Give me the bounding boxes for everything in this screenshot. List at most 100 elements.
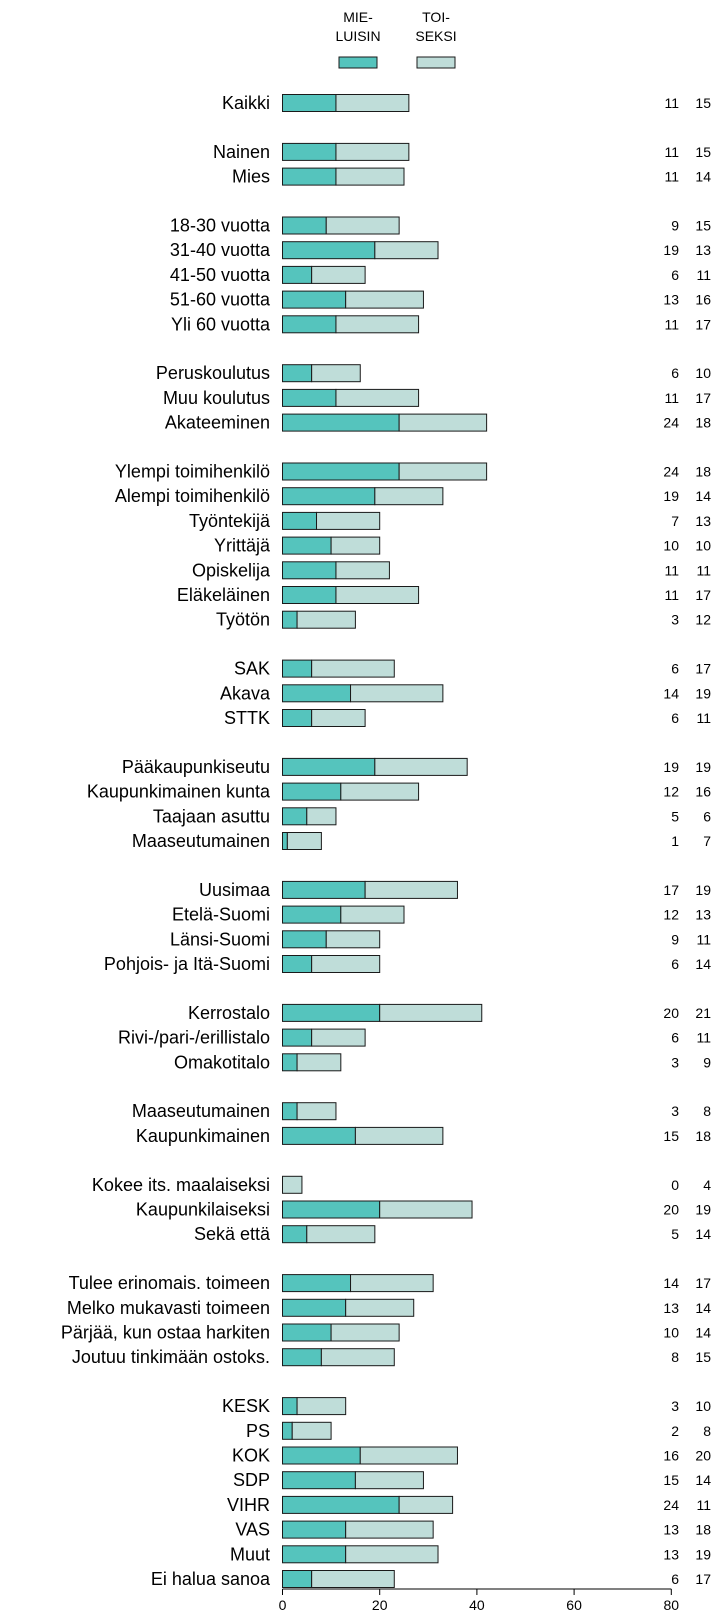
- bar-toiseksi: [335, 142, 410, 161]
- bar-toiseksi: [311, 659, 395, 678]
- x-tick-label: 80: [664, 1597, 680, 1613]
- value-mieluisin: 8: [671, 1349, 679, 1365]
- value-toiseksi: 8: [703, 1103, 711, 1119]
- value-mieluisin: 12: [663, 784, 679, 800]
- bar-mieluisin: [282, 265, 313, 284]
- bar-mieluisin: [282, 536, 332, 555]
- value-mieluisin: 6: [671, 365, 679, 381]
- bar-mieluisin: [282, 1028, 313, 1047]
- bar-mieluisin: [282, 1298, 347, 1317]
- bar-mieluisin: [282, 1126, 356, 1145]
- bar-mieluisin: [282, 782, 342, 801]
- value-toiseksi: 10: [695, 365, 711, 381]
- bar-row: Pärjää, kun ostaa harkiten 10 14: [61, 1323, 711, 1343]
- category-label: Ei halua sanoa: [151, 1569, 271, 1589]
- bar-row: 31-40 vuotta 19 13: [170, 240, 711, 260]
- category-label: Peruskoulutus: [156, 363, 270, 383]
- bar-row: Tulee erinomais. toimeen 14 17: [69, 1273, 712, 1293]
- category-label: Kokee its. maalaiseksi: [92, 1175, 270, 1195]
- value-mieluisin: 10: [663, 1325, 679, 1341]
- value-mieluisin: 17: [663, 882, 679, 898]
- bar-mieluisin: [282, 1053, 298, 1072]
- bar-row: VAS 13 18: [235, 1520, 711, 1540]
- value-mieluisin: 1: [671, 833, 679, 849]
- value-mieluisin: 19: [663, 242, 679, 258]
- bar-row: 41-50 vuotta 6 11: [170, 265, 711, 285]
- value-mieluisin: 6: [671, 1571, 679, 1587]
- category-label: Kaupunkimainen kunta: [87, 782, 271, 802]
- bar-mieluisin: [282, 1495, 400, 1514]
- bar-row: Rivi-/pari-/erillistalo 6 11: [118, 1028, 711, 1048]
- bar-row: Eläkeläinen 11 17: [177, 585, 711, 605]
- category-label: Mies: [232, 167, 270, 187]
- value-toiseksi: 11: [696, 710, 711, 726]
- bar-row: Muu koulutus 11 17: [163, 388, 711, 408]
- value-toiseksi: 20: [695, 1448, 711, 1464]
- bar-mieluisin: [282, 905, 342, 924]
- bar-row: Joutuu tinkimään ostoks. 8 15: [72, 1347, 711, 1367]
- bar-mieluisin: [282, 364, 313, 383]
- bar-toiseksi: [296, 1102, 337, 1121]
- bar-mieluisin: [282, 1446, 361, 1465]
- bar-row: STTK 6 11: [224, 708, 711, 728]
- value-mieluisin: 15: [663, 1472, 679, 1488]
- value-mieluisin: 11: [664, 562, 679, 578]
- bar-mieluisin: [282, 930, 327, 949]
- value-mieluisin: 13: [663, 1300, 679, 1316]
- value-mieluisin: 14: [663, 685, 679, 701]
- bar-toiseksi: [335, 167, 405, 186]
- value-toiseksi: 14: [695, 169, 711, 185]
- bar-row: Etelä-Suomi 12 13: [172, 905, 711, 925]
- bar-mieluisin: [282, 561, 337, 580]
- bar-mieluisin: [282, 487, 376, 506]
- value-mieluisin: 13: [663, 1546, 679, 1562]
- bar-row: Akava 14 19: [220, 683, 711, 703]
- bar-toiseksi: [282, 1175, 303, 1194]
- bar-toiseksi: [311, 1570, 395, 1588]
- x-tick-label: 20: [372, 1597, 388, 1613]
- value-mieluisin: 15: [663, 1128, 679, 1144]
- bar-row: Kaupunkimainen 15 18: [136, 1126, 711, 1146]
- category-label: Alempi toimihenkilö: [115, 486, 270, 506]
- category-label: Eläkeläinen: [177, 585, 270, 605]
- bar-row: Omakotitalo 3 9: [174, 1052, 711, 1072]
- bar-mieluisin: [282, 1274, 352, 1293]
- value-toiseksi: 10: [695, 1398, 711, 1414]
- value-mieluisin: 9: [671, 931, 679, 947]
- category-label: Ylempi toimihenkilö: [115, 462, 270, 482]
- value-mieluisin: 11: [664, 169, 679, 185]
- bar-mieluisin: [282, 1471, 356, 1490]
- bar-toiseksi: [316, 511, 381, 530]
- category-label: Omakotitalo: [174, 1052, 270, 1072]
- bar-toiseksi: [345, 1298, 415, 1317]
- value-toiseksi: 17: [695, 390, 711, 406]
- bar-toiseksi: [340, 905, 405, 924]
- bar-toiseksi: [296, 610, 356, 629]
- bar-mieluisin: [282, 241, 376, 260]
- value-mieluisin: 10: [663, 538, 679, 554]
- value-mieluisin: 11: [664, 316, 679, 332]
- category-label: Muut: [230, 1544, 270, 1564]
- bar-toiseksi: [286, 832, 322, 850]
- value-toiseksi: 19: [695, 1546, 711, 1562]
- value-mieluisin: 6: [671, 710, 679, 726]
- bar-toiseksi: [335, 586, 420, 604]
- bar-row: Kokee its. maalaiseksi 0 4: [92, 1175, 711, 1195]
- legend-swatch: [416, 56, 456, 69]
- value-toiseksi: 21: [695, 1005, 711, 1021]
- value-toiseksi: 19: [695, 882, 711, 898]
- category-label: VAS: [235, 1520, 270, 1540]
- value-mieluisin: 20: [663, 1202, 679, 1218]
- category-label: KOK: [232, 1446, 270, 1466]
- value-mieluisin: 20: [663, 1005, 679, 1021]
- value-toiseksi: 18: [695, 464, 711, 480]
- value-toiseksi: 13: [695, 907, 711, 923]
- value-toiseksi: 19: [695, 1202, 711, 1218]
- bar-mieluisin: [282, 1397, 298, 1416]
- value-mieluisin: 11: [664, 587, 679, 603]
- bar-row: Ylempi toimihenkilö 24 18: [115, 462, 711, 482]
- category-label: Muu koulutus: [163, 388, 270, 408]
- category-label: 18-30 vuotta: [170, 216, 271, 236]
- bar-row: Peruskoulutus 6 10: [156, 363, 711, 383]
